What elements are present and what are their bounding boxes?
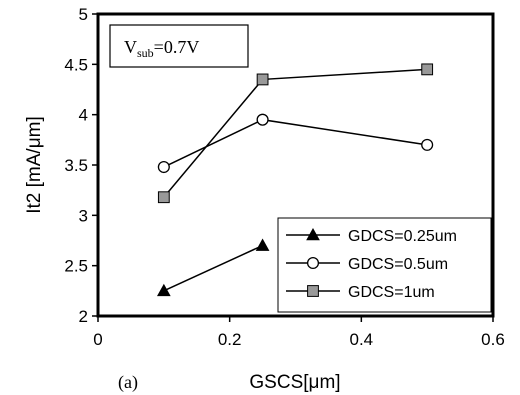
y-tick-label: 5 (79, 5, 88, 24)
legend-entry: GDCS=0.25um (286, 227, 457, 245)
series-line (163, 118, 428, 168)
series-layer (156, 63, 434, 297)
y-tick-label: 2.5 (64, 257, 88, 276)
legend-label: GDCS=0.25um (348, 228, 457, 245)
data-point (157, 191, 170, 204)
panel-label: (a) (118, 372, 138, 393)
y-axis: 2 2.5 3 3.5 4 4.5 5 (64, 5, 98, 326)
y-tick-label: 3.5 (64, 156, 88, 175)
annotation-text: Vsub=0.7V (124, 37, 199, 60)
series-2 (157, 113, 434, 174)
data-point (421, 63, 434, 76)
data-point (256, 113, 269, 126)
series-1 (156, 238, 270, 297)
legend-label: GDCS=1um (348, 284, 435, 301)
legend-label: GDCS=0.5um (348, 256, 448, 273)
x-axis: 0 0.2 0.4 0.6 (93, 316, 505, 349)
series-line (163, 68, 428, 198)
data-point (421, 138, 434, 151)
y-axis-label: It2 [mA/μm] (24, 116, 45, 214)
legend-entry: GDCS=1um (286, 284, 435, 301)
series-3 (157, 63, 434, 204)
legend-marker (306, 256, 320, 270)
y-tick-label: 3 (79, 206, 88, 225)
data-point (256, 73, 269, 86)
legend: GDCS=0.25um GDCS=0.5um GDCS=1um (277, 217, 492, 313)
legend-entry: GDCS=0.5um (286, 256, 448, 273)
x-axis-label: GSCS[μm] (249, 372, 340, 393)
x-tick-label: 0.6 (481, 330, 505, 349)
legend-marker (306, 227, 320, 241)
x-tick-label: 0.4 (350, 330, 374, 349)
condition-annotation: Vsub=0.7V (109, 24, 249, 68)
data-point (157, 160, 170, 174)
legend-marker (307, 285, 319, 297)
y-tick-label: 4 (79, 106, 88, 125)
data-point (255, 238, 270, 251)
annotation-box (109, 24, 249, 68)
x-tick-label: 0 (93, 330, 102, 349)
y-tick-label: 4.5 (64, 55, 88, 74)
x-tick-label: 0.2 (218, 330, 242, 349)
series-line (163, 244, 263, 292)
y-tick-label: 2 (79, 307, 88, 326)
data-point (156, 283, 171, 297)
